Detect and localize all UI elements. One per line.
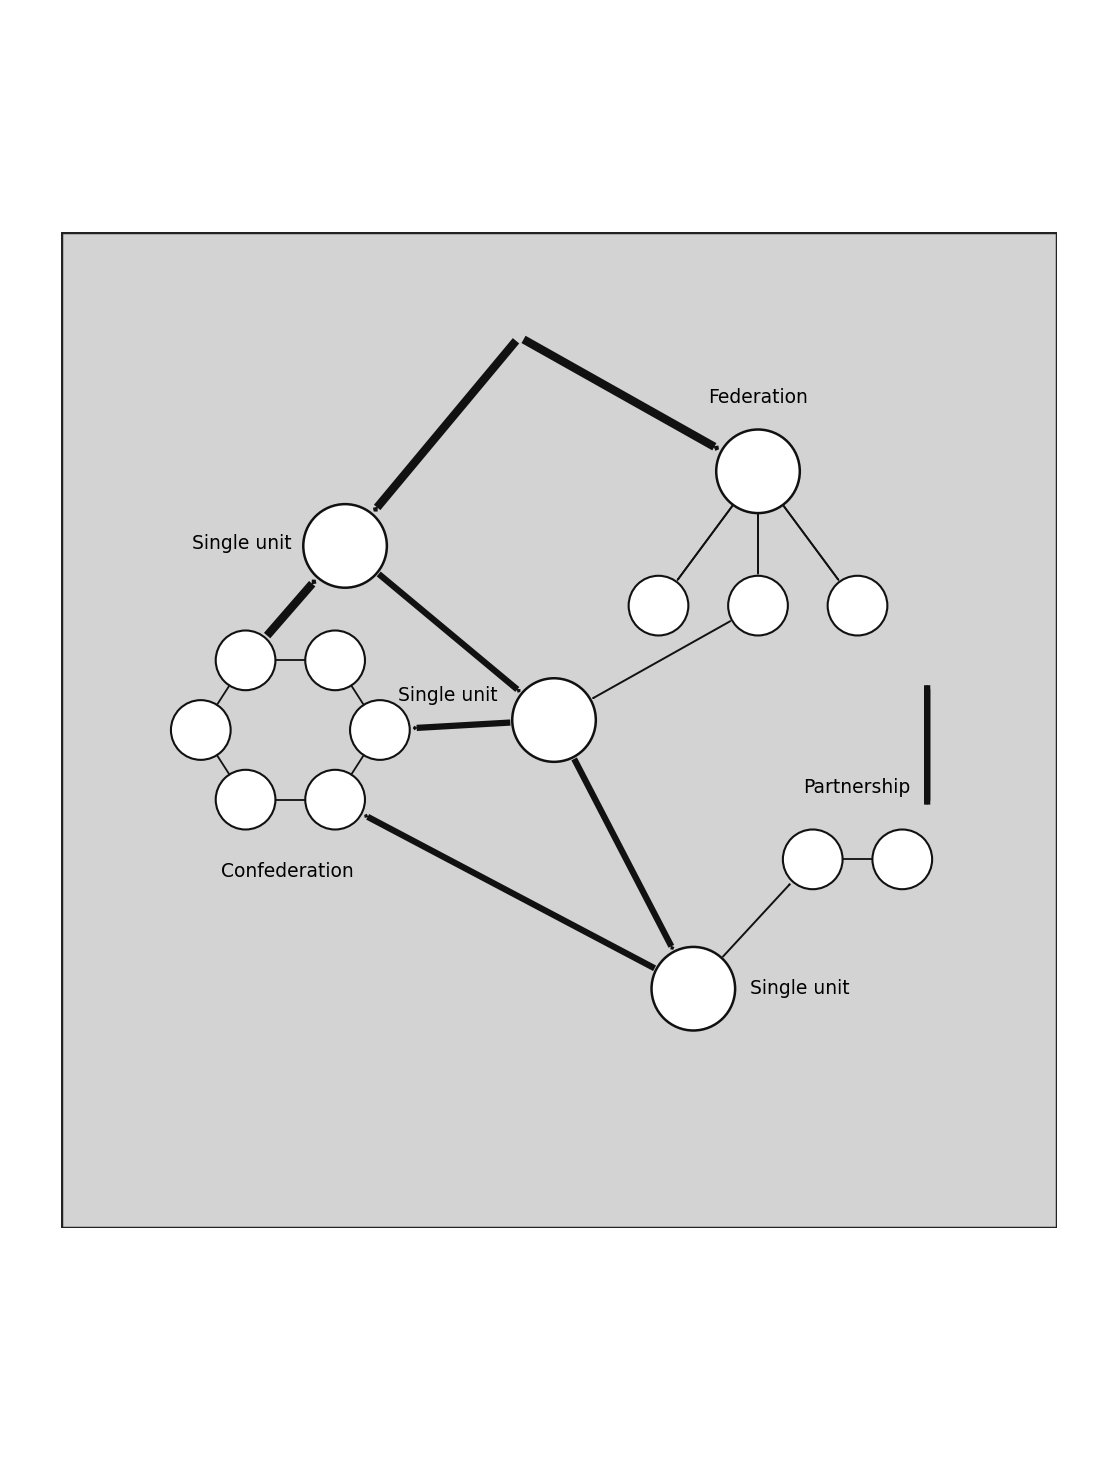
Circle shape [512, 679, 596, 762]
Circle shape [872, 829, 932, 889]
Circle shape [216, 631, 275, 691]
Circle shape [350, 701, 409, 759]
Text: Partnership: Partnership [803, 778, 910, 797]
Text: Single unit: Single unit [750, 980, 850, 999]
Circle shape [216, 769, 275, 829]
Circle shape [303, 504, 387, 588]
Circle shape [628, 575, 689, 635]
Circle shape [728, 575, 788, 635]
Circle shape [783, 829, 843, 889]
Circle shape [652, 948, 736, 1031]
Text: Single unit: Single unit [191, 534, 292, 553]
Text: Confederation: Confederation [220, 861, 353, 880]
Circle shape [305, 769, 364, 829]
Circle shape [827, 575, 888, 635]
Circle shape [305, 631, 364, 691]
Circle shape [717, 429, 799, 512]
Text: Single unit: Single unit [398, 686, 498, 705]
Text: Federation: Federation [709, 388, 808, 407]
Circle shape [171, 701, 230, 759]
